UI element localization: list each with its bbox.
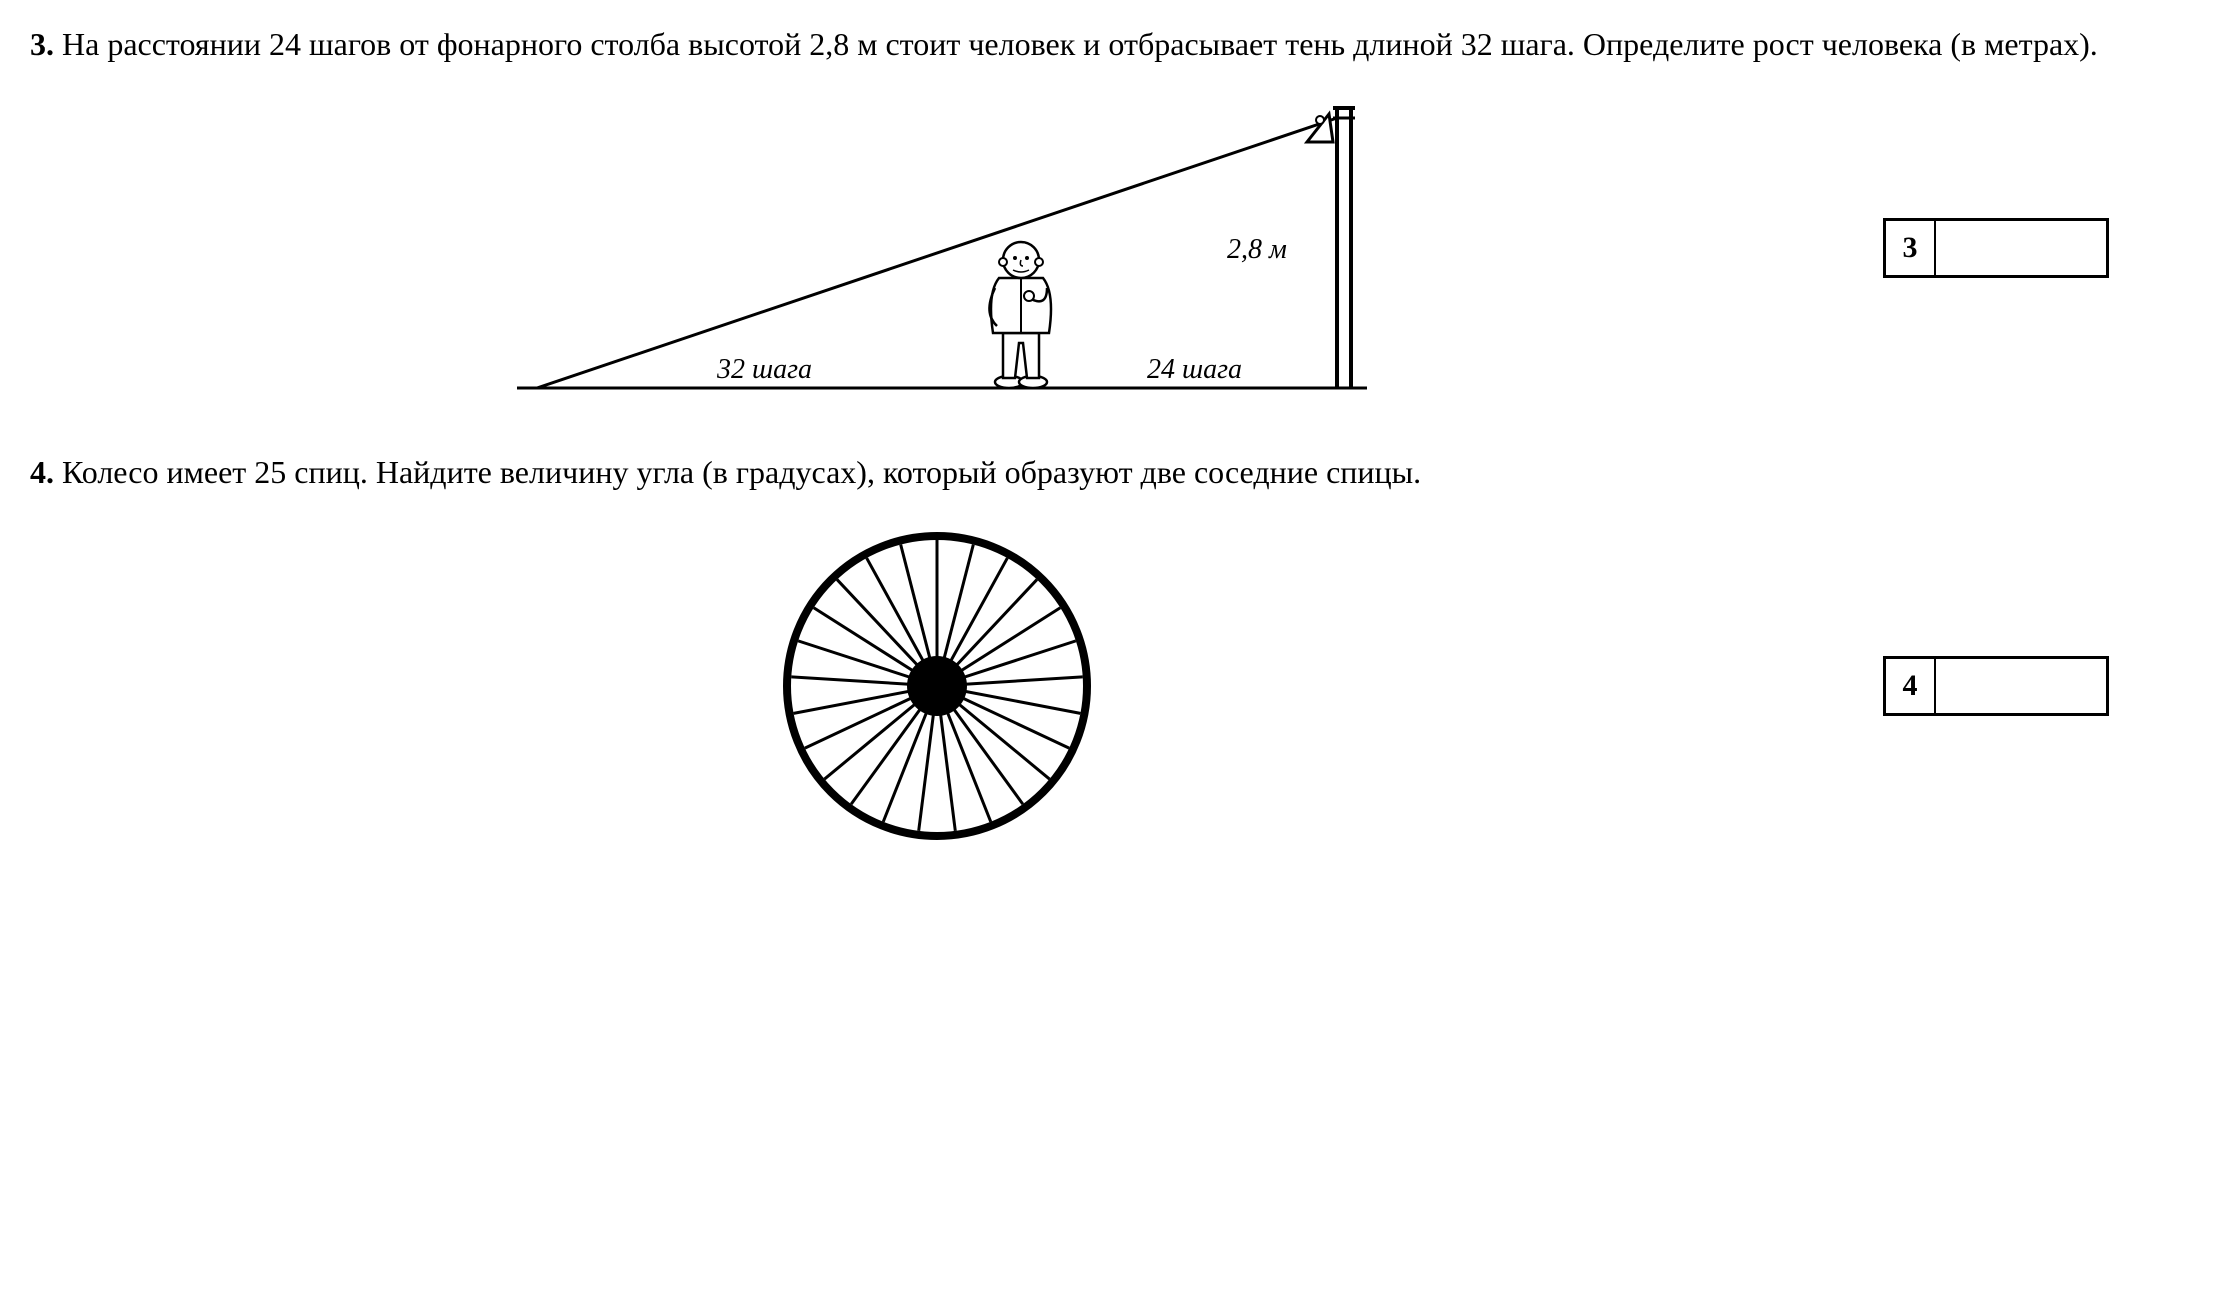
- problem-4-statement: Колесо имеет 25 спиц. Найдите величину у…: [62, 454, 1421, 490]
- wheel-diagram: [767, 516, 1107, 856]
- triangle-diagram: 32 шага 24 шага 2,8 м: [487, 88, 1387, 408]
- problem-3-statement: На расстоянии 24 шагов от фонарного стол…: [62, 26, 2098, 62]
- problem-3-text: 3. На расстоянии 24 шагов от фонарного с…: [30, 20, 2209, 68]
- answer-box-4-blank[interactable]: [1936, 659, 2106, 713]
- svg-text:2,8 м: 2,8 м: [1227, 234, 1287, 265]
- problem-3: 3. На расстоянии 24 шагов от фонарного с…: [30, 20, 2209, 408]
- svg-text:32 шага: 32 шага: [716, 354, 812, 385]
- problem-3-body: 32 шага 24 шага 2,8 м 3: [30, 88, 2209, 408]
- problem-3-number: 3.: [30, 26, 54, 62]
- problem-3-figure: 32 шага 24 шага 2,8 м: [30, 88, 1843, 408]
- problem-4-body: 4: [30, 516, 2209, 856]
- problem-4-number: 4.: [30, 454, 54, 490]
- answer-box-3-blank[interactable]: [1936, 221, 2106, 275]
- problem-4: 4. Колесо имеет 25 спиц. Найдите величин…: [30, 448, 2209, 856]
- answer-box-4-number: 4: [1886, 659, 1936, 713]
- problem-4-text: 4. Колесо имеет 25 спиц. Найдите величин…: [30, 448, 2209, 496]
- answer-box-3-number: 3: [1886, 221, 1936, 275]
- answer-box-3: 3: [1883, 218, 2109, 278]
- answer-box-4: 4: [1883, 656, 2109, 716]
- svg-text:24 шага: 24 шага: [1147, 354, 1242, 385]
- problem-4-figure: [30, 516, 1843, 856]
